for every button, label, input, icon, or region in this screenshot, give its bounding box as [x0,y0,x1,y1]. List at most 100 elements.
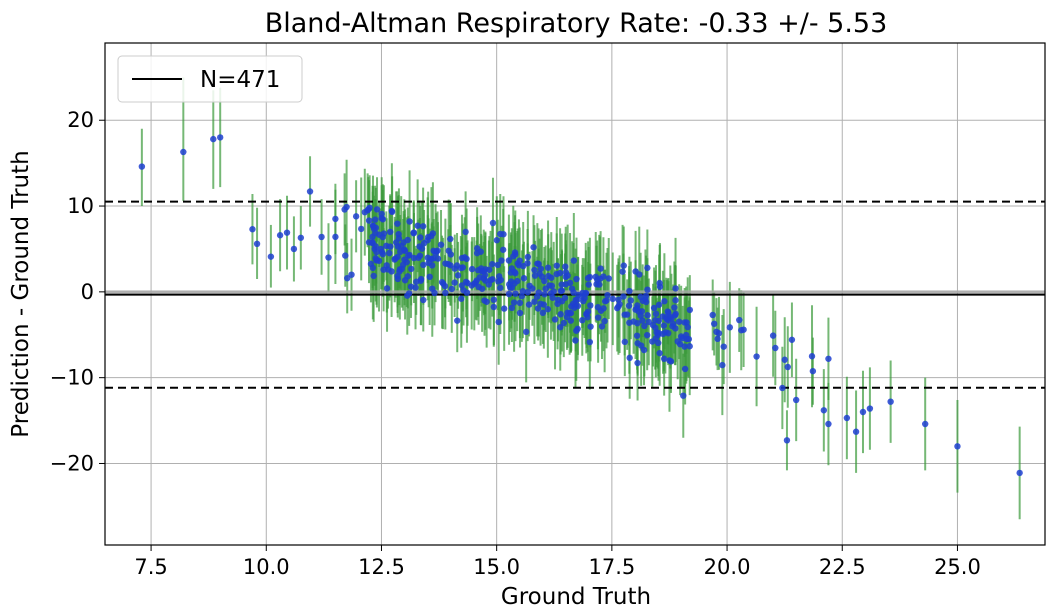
y-tick-label: 10 [67,194,94,218]
data-point [526,282,533,290]
data-point [387,243,394,250]
data-point [138,163,146,170]
data-point [736,316,743,324]
data-point [497,276,505,284]
data-point [487,277,494,284]
data-point [325,254,332,261]
data-point [365,206,372,213]
data-point [283,229,291,236]
data-point [537,265,545,272]
data-point [738,327,745,334]
legend: N=471 [117,55,303,103]
data-point [621,338,629,346]
data-point [520,275,528,282]
data-point [650,304,658,312]
data-point [401,277,409,284]
data-point [637,293,644,301]
data-point [683,335,690,343]
data-point [510,299,518,306]
data-point [597,265,604,272]
data-point [644,264,651,272]
data-point [572,296,579,304]
data-point [524,253,532,261]
data-point [772,344,779,352]
data-point [571,304,578,311]
data-point [585,281,592,288]
data-point [660,355,668,362]
data-point [425,259,432,267]
data-point [404,292,411,299]
data-point [533,293,541,300]
data-point [386,249,393,257]
data-point [825,355,832,362]
data-point [498,257,505,264]
data-point [843,414,851,422]
data-point [420,240,428,247]
data-point [481,297,488,304]
data-point [719,361,726,369]
data-point [459,264,467,271]
x-tick-label: 25.0 [934,555,981,579]
data-point [643,331,651,339]
data-point [388,208,396,216]
data-point [489,219,497,227]
data-point [524,289,531,296]
data-point [253,240,261,247]
data-point [497,284,504,292]
x-tick-label: 20.0 [704,555,751,579]
legend-box [117,55,303,103]
data-point [365,217,373,224]
data-point [372,229,379,237]
data-point [601,298,609,305]
data-point [458,254,466,262]
data-point [809,367,817,375]
data-point [570,289,577,296]
data-point [448,285,455,293]
data-point [792,396,800,404]
data-point [641,322,648,330]
data-point [604,291,611,299]
data-point [531,298,538,305]
data-point [379,233,386,241]
data-point [636,271,643,278]
data-point [564,272,571,279]
data-point [394,275,401,283]
data-point [210,135,217,143]
data-point [535,260,542,268]
data-point [180,148,187,156]
data-point [570,257,578,264]
data-point [620,293,627,300]
data-point [573,327,580,334]
data-point [660,322,668,329]
data-point [562,263,569,270]
data-point [557,287,565,295]
legend-entry-label: N=471 [200,67,280,93]
data-point [454,272,462,279]
data-point [439,280,447,287]
data-point [788,336,796,343]
data-point [367,260,375,268]
data-point [587,302,594,309]
data-point [666,357,673,364]
data-point [267,253,275,260]
data-point [445,260,452,268]
data-point [497,230,504,238]
data-point [583,311,590,318]
data-point [579,316,586,324]
data-point [406,251,413,259]
data-point [490,303,497,311]
data-point [426,273,433,281]
data-point [548,274,555,281]
data-point [369,222,377,230]
x-tick-label: 17.5 [588,555,635,579]
data-point [649,321,657,329]
data-point [391,256,398,263]
data-point [656,349,663,357]
data-point [429,285,436,292]
data-point [623,311,631,318]
data-point [332,215,339,223]
data-point [407,283,415,290]
data-point [544,306,552,313]
data-point [505,290,513,298]
